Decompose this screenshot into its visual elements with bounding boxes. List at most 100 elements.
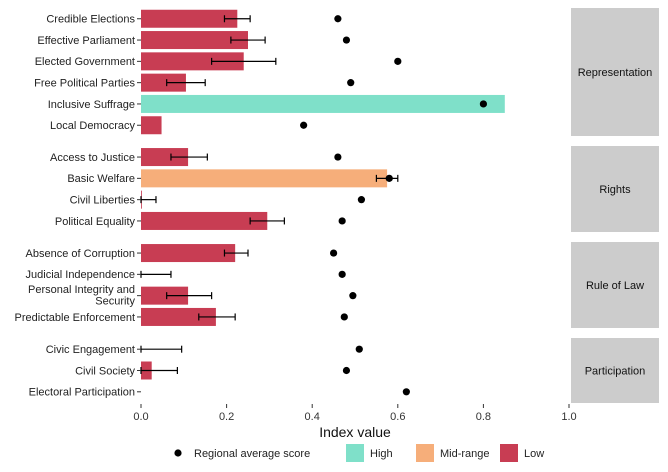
error-bar (166, 79, 206, 87)
bar (141, 94, 505, 113)
regional-average-point (479, 100, 487, 108)
bar-row: Basic Welfare (67, 169, 399, 188)
legend-item: Regional average score (174, 448, 310, 460)
chart-panels: Credible Elections Effective Parliament El… (15, 9, 505, 399)
panel-rights: Access to Justice Basic Welfare Civil Libe… (50, 148, 399, 230)
legend-swatch (500, 444, 518, 462)
regional-average-point (347, 79, 355, 87)
bar (141, 148, 189, 167)
regional-average-point (300, 121, 308, 129)
facet-strips: Representation Rights Rule of Law Participa… (571, 8, 659, 403)
facet-strip-label: Representation (578, 67, 653, 79)
bar (141, 211, 268, 230)
bar-row: Civil Liberties (70, 190, 366, 209)
facet-strip: Rule of Law (571, 242, 659, 328)
facet-strip: Representation (571, 8, 659, 136)
x-tick-label: 0.2 (219, 411, 234, 423)
facet-strip-label: Rights (599, 184, 631, 196)
legend-label: High (370, 448, 393, 460)
regional-average-point (342, 366, 351, 375)
y-tick-label: Basic Welfare (67, 173, 135, 185)
y-tick-label: Free Political Parties (34, 78, 135, 90)
x-tick-label: 1.0 (561, 411, 576, 423)
y-tick-label: Inclusive Suffrage (48, 99, 135, 111)
regional-average-point (402, 388, 410, 396)
regional-average-point (349, 292, 357, 300)
x-axis: 0.0 0.2 0.4 0.6 0.8 1.0 (133, 404, 577, 423)
y-tick-label: Civic Engagement (46, 344, 135, 356)
legend-label: Low (524, 448, 544, 460)
y-tick-label: Political Equality (55, 216, 136, 228)
regional-average-point (338, 270, 346, 278)
bar-row: Civil Society (75, 361, 351, 380)
y-tick-label: Civil Society (75, 365, 135, 377)
bar-row: Political Equality (55, 211, 346, 230)
bar (141, 31, 248, 50)
y-tick-label: Credible Elections (46, 14, 135, 26)
bar (141, 116, 162, 135)
legend-item: Mid-range (416, 444, 490, 462)
error-bar (166, 292, 213, 300)
x-tick-label: 0.4 (305, 411, 320, 423)
x-tick-label: 0.0 (133, 411, 148, 423)
legend-item: Low (500, 444, 544, 462)
bar (141, 244, 236, 263)
y-tick-label: Electoral Participation (29, 387, 135, 399)
bar (141, 73, 186, 92)
bar-row: Civic Engagement (46, 344, 363, 356)
regional-average-point (355, 345, 363, 353)
legend: Regional average score High Mid-range Low (174, 444, 544, 462)
regional-average-point (340, 313, 348, 321)
error-bar (223, 15, 251, 23)
bar (141, 9, 238, 28)
x-tick-label: 0.6 (390, 411, 405, 423)
y-tick-label: Effective Parliament (37, 35, 135, 47)
error-bar (170, 153, 208, 161)
error-bar (198, 313, 236, 321)
bar (141, 286, 189, 305)
x-tick-label: 0.8 (476, 411, 491, 423)
legend-item: High (346, 444, 393, 462)
y-tick-label: Access to Justice (50, 152, 135, 164)
facet-strip: Rights (571, 146, 659, 232)
regional-average-point (334, 15, 342, 23)
y-tick-label: Absence of Corruption (26, 248, 135, 260)
error-bar (140, 345, 183, 353)
bar-row: Local Democracy (50, 116, 308, 135)
bar-row: Access to Justice (50, 148, 342, 167)
x-axis-title: Index value (319, 424, 391, 440)
bar-row: Electoral Participation (29, 387, 410, 399)
legend-swatch (346, 444, 364, 462)
bar-row: Effective Parliament (37, 31, 351, 50)
bar-row: Predictable Enforcement (15, 307, 348, 326)
error-bar (230, 36, 266, 44)
y-tick-label: Predictable Enforcement (15, 312, 135, 324)
bar-row: Absence of Corruption (26, 244, 338, 263)
panel-rule-of-law: Absence of Corruption Judicial Independen… (15, 244, 357, 326)
regional-average-point (338, 217, 346, 225)
legend-label: Regional average score (194, 448, 310, 460)
bar-row: Credible Elections (46, 9, 342, 28)
y-tick-label: Civil Liberties (70, 195, 136, 207)
bar (141, 307, 216, 326)
bar (141, 169, 388, 188)
bar-row: Inclusive Suffrage (48, 94, 505, 113)
panel-participation: Civic Engagement Civil Society Electoral P… (29, 344, 410, 399)
error-bar (223, 249, 249, 257)
bar-row: Elected Government (35, 52, 402, 71)
bar-row: Free Political Parties (34, 73, 355, 92)
y-tick-label: Personal Integrity and Security (28, 284, 136, 308)
error-bar (140, 196, 157, 204)
bar-row: Judicial Independence (26, 269, 346, 281)
y-tick-label: Elected Government (35, 56, 135, 68)
error-bar (140, 270, 172, 278)
error-bar (211, 57, 277, 65)
regional-average-point (385, 174, 393, 182)
panel-representation: Credible Elections Effective Parliament El… (34, 9, 505, 135)
bar (141, 52, 244, 71)
legend-label: Mid-range (440, 448, 490, 460)
regional-average-point (330, 249, 338, 257)
regional-average-point (357, 196, 366, 204)
y-tick-label: Judicial Independence (26, 269, 135, 281)
